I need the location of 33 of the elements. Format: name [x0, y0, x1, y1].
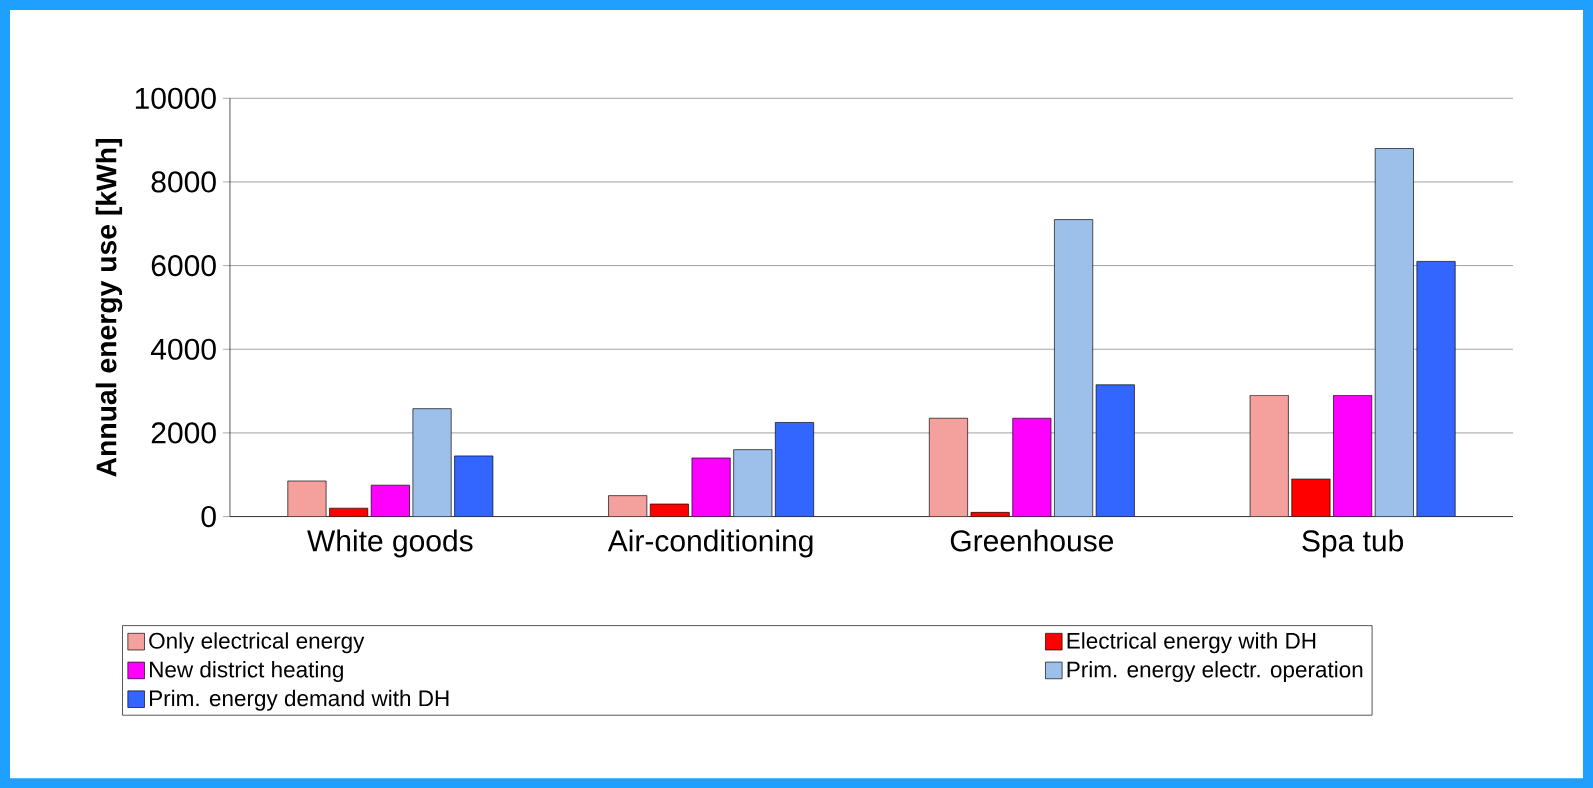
legend-label: Prim. energy demand with DH [149, 689, 449, 711]
x-tick-label: White goods [307, 529, 473, 558]
bar [287, 480, 327, 517]
legend-label: Only electrical energy [149, 632, 365, 654]
bar [929, 418, 968, 517]
bar [691, 457, 731, 517]
bar [1291, 478, 1331, 517]
bar [1096, 384, 1135, 517]
x-tick-label: Air-conditioning [607, 529, 813, 558]
bar [608, 495, 647, 517]
bar [1054, 219, 1093, 517]
legend-label: New district heating [149, 660, 343, 682]
legend-label: Electrical energy with DH [1067, 632, 1316, 654]
bar [371, 485, 410, 517]
y-tick-label: 8000 [151, 171, 216, 193]
y-tick-label: 2000 [151, 422, 216, 444]
y-tick-label: 0 [201, 505, 216, 528]
x-tick-label: Spa tub [1302, 529, 1404, 558]
y-tick-label: 4000 [150, 338, 216, 360]
bar [412, 408, 452, 517]
x-tick-label: Greenhouse [950, 529, 1114, 552]
y-tick-label: 10000 [135, 87, 216, 109]
bar [454, 455, 493, 517]
bar [1012, 418, 1052, 517]
legend-label: Prim. energy electr. operation [1067, 660, 1363, 682]
y-tick-label: 6000 [151, 254, 216, 277]
bar [775, 422, 814, 517]
y-axis-title: Annual energy use [kWh] [95, 138, 123, 477]
bar [1333, 394, 1373, 517]
bar [1416, 261, 1456, 517]
bar [1374, 148, 1414, 517]
bar [1249, 394, 1289, 517]
bar [733, 449, 772, 517]
